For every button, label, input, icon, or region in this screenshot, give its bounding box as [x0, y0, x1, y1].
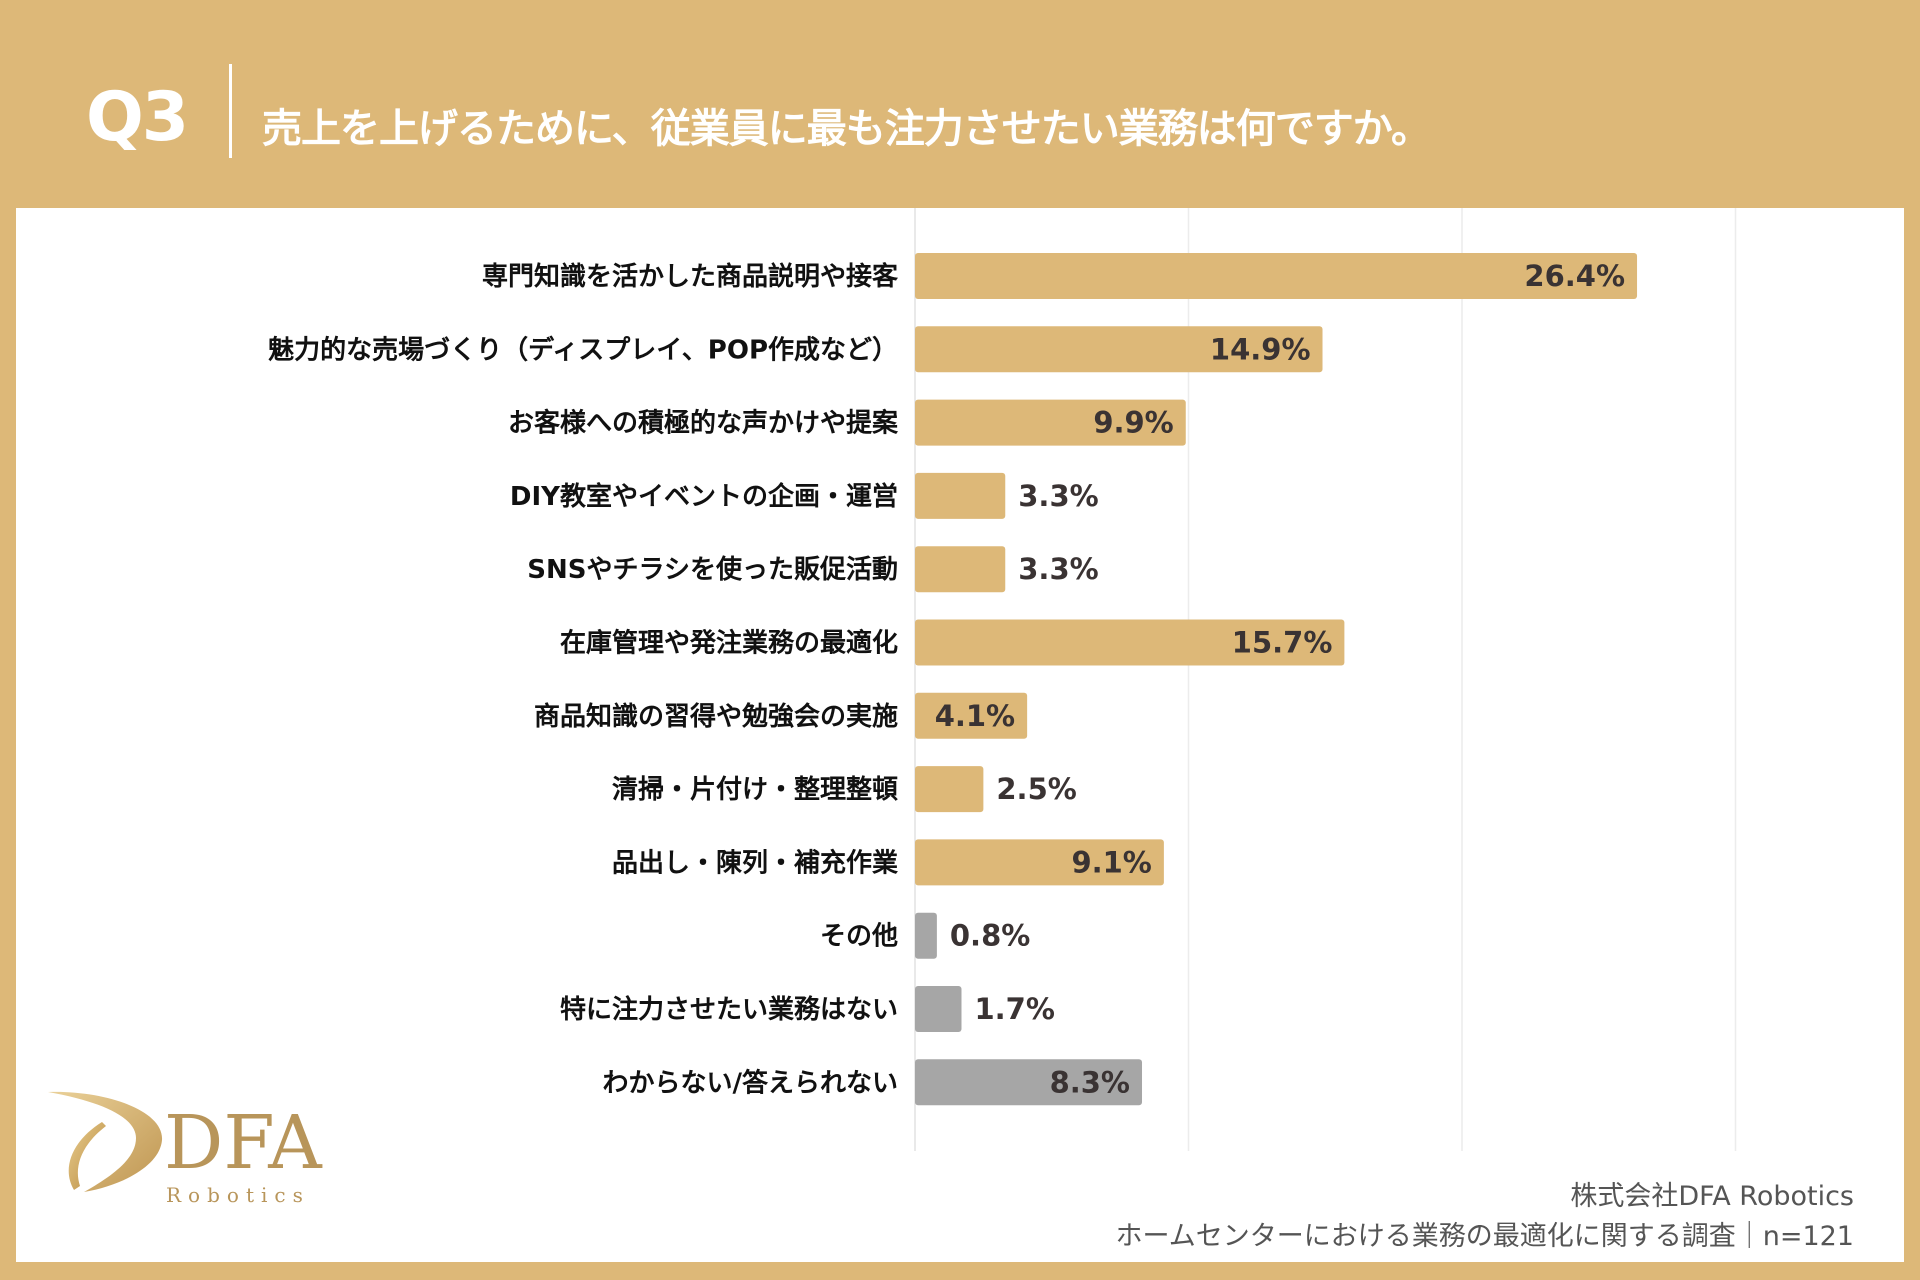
value-label: 1.7% [974, 992, 1054, 1026]
value-label: 9.1% [1071, 845, 1151, 879]
category-label: 特に注力させたい業務はない [560, 994, 898, 1025]
bar [915, 472, 1006, 519]
value-label: 26.4% [1524, 259, 1625, 293]
category-label: 専門知識を活かした商品説明や接客 [482, 261, 899, 292]
bar [915, 326, 1323, 373]
footer-survey: ホームセンターにおける業務の最適化に関する調査｜n=121 [1115, 1221, 1854, 1252]
value-label: 3.3% [1018, 552, 1098, 586]
bar [915, 912, 937, 959]
category-label: 商品知識の習得や勉強会の実施 [534, 701, 898, 732]
category-label: DIY教室やイベントの企画・運営 [510, 481, 898, 512]
page-title: 売上を上げるために、従業員に最も注力させたい業務は何ですか。 [262, 106, 1431, 152]
value-label: 8.3% [1050, 1065, 1130, 1099]
category-label: わからない/答えられない [603, 1067, 899, 1098]
footer-company: 株式会社DFA Robotics [1570, 1181, 1854, 1212]
logo-text: DFA [164, 1100, 323, 1186]
category-label: その他 [820, 922, 898, 952]
bar [915, 839, 1164, 886]
value-label: 9.9% [1093, 406, 1173, 440]
bar [915, 619, 1345, 666]
header-divider [229, 64, 232, 158]
category-label: 品出し・陳列・補充作業 [612, 847, 898, 878]
bar [915, 986, 962, 1032]
category-label: SNSやチラシを使った販促活動 [527, 555, 898, 585]
category-label: 清掃・片付け・整理整頓 [612, 774, 898, 805]
bar [915, 253, 1638, 299]
value-label: 4.1% [935, 699, 1015, 733]
value-label: 3.3% [1018, 479, 1098, 513]
value-label: 0.8% [950, 919, 1030, 953]
category-label: 在庫管理や発注業務の最適化 [560, 628, 898, 659]
bar [915, 546, 1006, 593]
bar [915, 1059, 1143, 1106]
bar [915, 399, 1186, 446]
value-label: 2.5% [996, 772, 1076, 806]
category-label: 魅力的な売場づくり（ディスプレイ、POP作成など） [268, 334, 898, 365]
question-number: Q3 [86, 78, 189, 157]
bar [915, 692, 1028, 739]
logo-subtext: Robotics [166, 1183, 310, 1207]
value-label: 15.7% [1232, 626, 1333, 660]
category-label: お客様への積極的な声かけや提案 [508, 408, 899, 439]
dfa-robotics-logo: DFA Robotics [48, 1091, 323, 1207]
value-label: 14.9% [1210, 332, 1311, 366]
bar [915, 766, 984, 813]
